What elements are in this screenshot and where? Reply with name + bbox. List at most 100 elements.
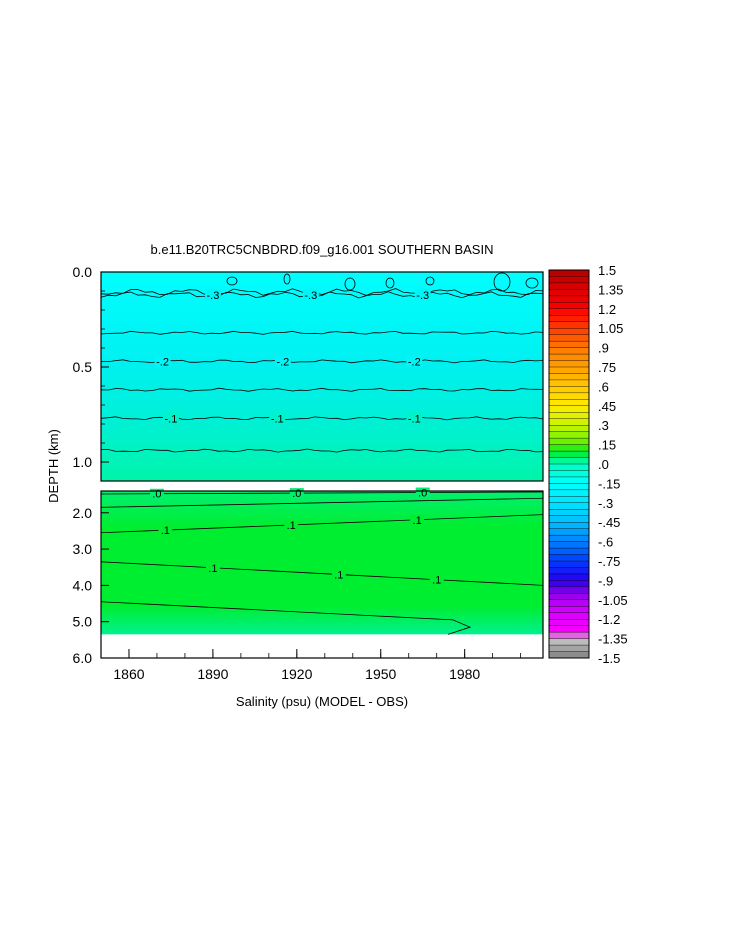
contour-line	[100, 491, 544, 495]
colorbar-bin	[548, 463, 590, 471]
colorbar-label: .0	[598, 457, 609, 472]
colorbar-bin	[548, 534, 590, 543]
colorbar-bin	[548, 619, 590, 627]
colorbar-label: 1.05	[598, 321, 623, 336]
contour-label: .0	[418, 488, 427, 500]
x-tick-label: 1860	[113, 666, 144, 682]
colorbar-bin	[548, 373, 590, 381]
colorbar-bin	[548, 347, 590, 355]
colorbar-label: -1.2	[598, 612, 620, 627]
contour-label-bg	[149, 488, 164, 499]
colorbar-bin	[548, 457, 590, 465]
contour-closed	[385, 277, 395, 289]
contour-label-bg	[331, 569, 346, 580]
colorbar-bin	[548, 328, 590, 336]
colorbar-bin	[548, 515, 590, 523]
colorbar-bin	[548, 502, 590, 510]
contour-closed	[283, 273, 291, 285]
colorbar-bin	[548, 282, 590, 290]
contour-label-bg	[205, 562, 220, 573]
y-tick-label: 0.0	[73, 264, 93, 280]
colorbar-label: .75	[598, 360, 616, 375]
colorbar-bin	[548, 625, 590, 633]
x-axis: 1860 1890 1920 1950 1980	[100, 649, 522, 682]
colorbar-bin	[548, 567, 590, 575]
contour-label-bg	[406, 412, 423, 424]
colorbar-bin	[548, 638, 590, 646]
colorbar-bin	[548, 606, 590, 614]
contour-closed	[493, 272, 511, 292]
upper-panel-frame	[100, 271, 544, 482]
colorbar-label: -.45	[598, 515, 620, 530]
contour-label: -.1	[271, 413, 284, 425]
colorbar-bin	[548, 295, 590, 303]
colorbar-bin	[548, 353, 590, 362]
colorbar-bin	[548, 496, 590, 504]
colorbar-label: -.15	[598, 476, 620, 491]
no-data-area	[101, 634, 543, 658]
lower-panel: .0 .0 .0 .1 .1 .1 .1 .1 .1	[100, 487, 544, 659]
colorbar-bin	[548, 289, 590, 297]
colorbar-label: -1.35	[598, 632, 628, 647]
contour-label-bg	[269, 412, 286, 424]
contour-label: -.3	[416, 290, 429, 302]
contour-label-bg	[289, 488, 304, 499]
y-axis-label: DEPTH (km)	[46, 429, 61, 503]
contour-label-bg	[204, 288, 221, 300]
colorbar-bin	[548, 489, 590, 497]
colorbar-bin	[548, 437, 590, 446]
contour-label-bg	[154, 355, 171, 367]
contour-label: .1	[432, 575, 441, 587]
contour-label-bg	[162, 412, 179, 424]
y-tick-label: 0.5	[73, 359, 93, 375]
colorbar-label: -1.5	[598, 651, 620, 666]
colorbar-bin	[548, 560, 590, 568]
contour-label-bg	[414, 288, 431, 300]
colorbar-bin	[548, 509, 590, 517]
x-axis-label: Salinity (psu) (MODEL - OBS)	[236, 694, 408, 709]
contour-label-bg	[274, 355, 291, 367]
colorbar-bin	[548, 386, 590, 394]
y-tick-label: 1.0	[73, 454, 93, 470]
y-axis-lower: 2.0 3.0 4.0 5.0 6.0	[73, 505, 109, 666]
contour-line	[100, 601, 472, 635]
contour-label: -.2	[276, 356, 289, 368]
colorbar-bin	[548, 580, 590, 588]
contour-label: .1	[161, 525, 170, 537]
colorbar-bin	[548, 366, 590, 374]
colorbar-label: -.9	[598, 573, 613, 588]
colorbar-label: .6	[598, 379, 609, 394]
contour-label-bg	[429, 574, 444, 585]
lower-panel-frame	[100, 490, 544, 659]
contour-label-bg	[302, 288, 319, 300]
upper-panel: -.3 -.3 -.3 -.2 -.2 -.2 -.1 -.1 -.1	[100, 271, 544, 482]
colorbar-bin	[548, 450, 590, 459]
contour-closed	[425, 276, 435, 286]
contour-closed	[525, 277, 539, 289]
colorbar: 1.5 1.35 1.2 1.05 .9 .75 .6 .45 .3 .15 .0 -.15 -.3 -.…	[548, 263, 628, 666]
colorbar-bin	[548, 522, 590, 530]
y-tick-label: 4.0	[73, 577, 93, 593]
colorbar-bin	[548, 269, 590, 277]
contour-label: .0	[292, 488, 301, 500]
lower-panel-fill	[101, 491, 543, 635]
colorbar-label: 1.2	[598, 302, 616, 317]
colorbar-bin	[548, 554, 590, 562]
colorbar-bin	[548, 541, 590, 549]
colorbar-bin	[548, 360, 590, 368]
y-axis-upper: 0.0 0.5 1.0	[73, 264, 109, 482]
contour-label-bg	[158, 525, 173, 536]
colorbar-bin	[548, 528, 590, 536]
colorbar-bin	[548, 321, 590, 329]
contour-label-bg	[410, 514, 425, 525]
colorbar-label: -.6	[598, 535, 613, 550]
colorbar-bin	[548, 412, 590, 420]
y-tick-label: 6.0	[73, 650, 93, 666]
colorbar-label: -1.05	[598, 593, 628, 608]
colorbar-label: -.3	[598, 496, 613, 511]
contour-line	[100, 497, 544, 508]
contour-label-bg	[415, 487, 430, 498]
x-tick-label: 1920	[281, 666, 312, 682]
colorbar-label: 1.5	[598, 263, 616, 278]
